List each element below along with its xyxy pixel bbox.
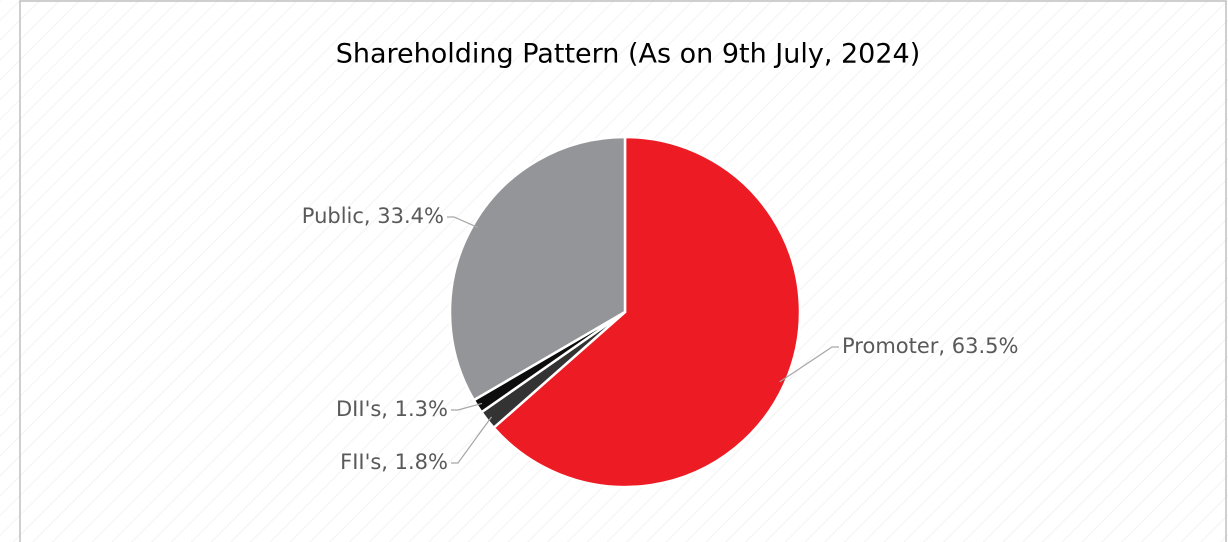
data-label: Public, 33.4% — [302, 204, 444, 228]
data-label: Promoter, 63.5% — [842, 334, 1018, 358]
data-label: DII's, 1.3% — [336, 397, 448, 421]
data-label: FII's, 1.8% — [340, 450, 448, 474]
leader-line — [451, 416, 493, 464]
leader-line — [451, 402, 483, 411]
frame — [19, 0, 1227, 542]
chart-title: Shareholding Pattern (As on 9th July, 20… — [336, 39, 921, 70]
leader-line — [447, 216, 479, 228]
leader-line — [779, 346, 839, 383]
pie-slice — [491, 135, 802, 489]
